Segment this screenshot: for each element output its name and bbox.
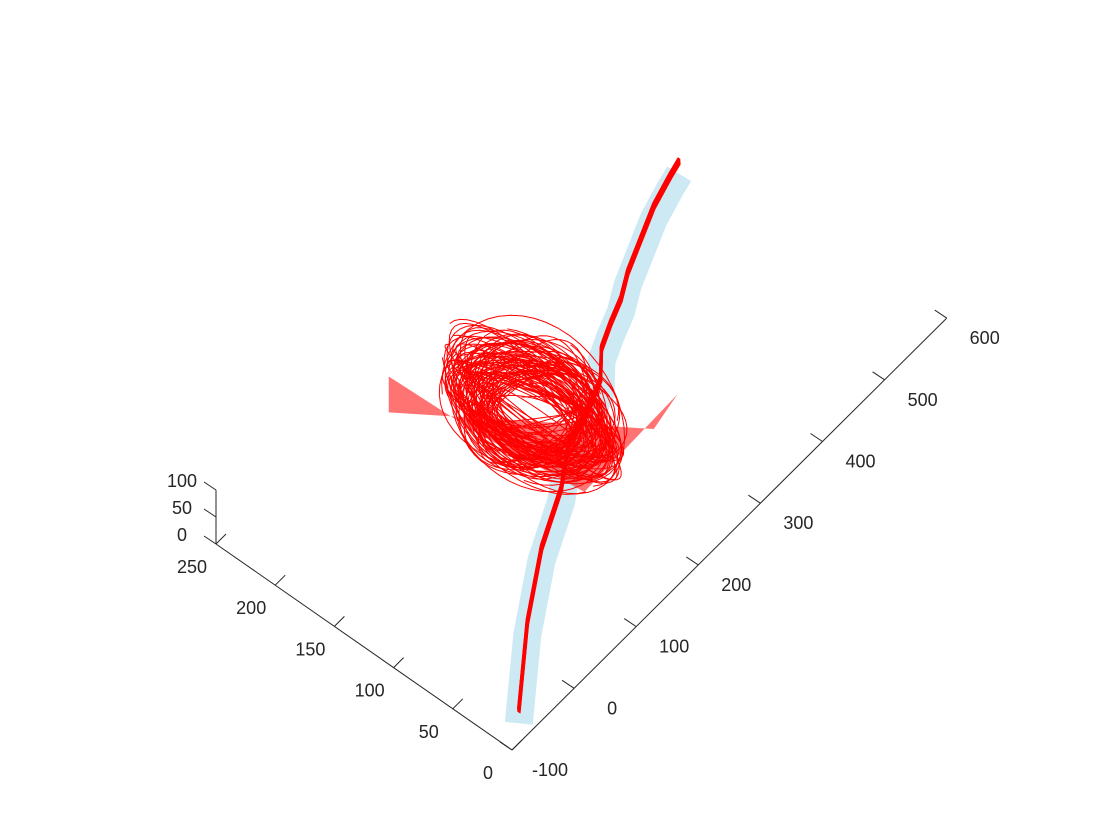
y-tick-mark [623,618,637,628]
x-tick-label: 50 [419,722,439,742]
trajectory-loop [466,342,601,477]
y-tick-label: 100 [659,637,689,657]
x-axis-line [215,543,513,751]
x-tick-label: 250 [177,557,207,577]
y-tick-mark [748,494,761,504]
trajectory-loop [462,339,604,480]
x-tick-mark [393,657,404,668]
z-tick-mark [203,508,217,518]
x-tick-mark [452,698,464,710]
y-tick-label: 300 [783,513,813,533]
y-tick-mark [810,433,823,442]
x-tick-mark [274,574,286,586]
x-tick-mark [215,533,227,545]
y-tick-label: 200 [721,575,751,595]
y-tick-mark [872,371,885,381]
x-tick-label: 200 [236,598,266,618]
z-tick-label: 100 [167,471,197,491]
x-tick-label: 0 [483,763,493,783]
x-tick-label: 150 [295,639,325,659]
y-tick-mark [499,741,513,751]
trajectory-loop [441,314,626,495]
trajectory-loop [476,369,590,461]
y-axis: -100 0 100 200 300 400 500 600 [499,309,1000,780]
z-tick-mark [203,535,217,545]
y-tick-label: -100 [532,760,568,780]
trajectory-loop [450,359,616,456]
y-tick-mark [686,556,699,566]
y-tick-label: 0 [607,698,617,718]
z-tick-label: 50 [172,498,192,518]
y-tick-label: 400 [845,452,875,472]
y-tick-mark [561,679,575,689]
z-tick-mark [203,481,217,491]
trajectory-line [517,158,679,709]
y-tick-label: 500 [908,390,938,410]
trajectory-loop [448,322,618,481]
trajectory-loop [451,329,616,483]
y-tick-label: 600 [970,328,1000,348]
x-tick-label: 100 [355,681,385,701]
trajectory-mass [388,376,678,492]
y-tick-mark [934,309,947,319]
trajectory-lines [388,157,681,714]
x-tick-mark [334,616,345,627]
z-tick-label: 0 [177,525,187,545]
x-axis: 0 50 100 150 200 250 [177,533,523,783]
z-axis: 0 50 100 [167,471,217,545]
y-axis-line [511,317,948,751]
